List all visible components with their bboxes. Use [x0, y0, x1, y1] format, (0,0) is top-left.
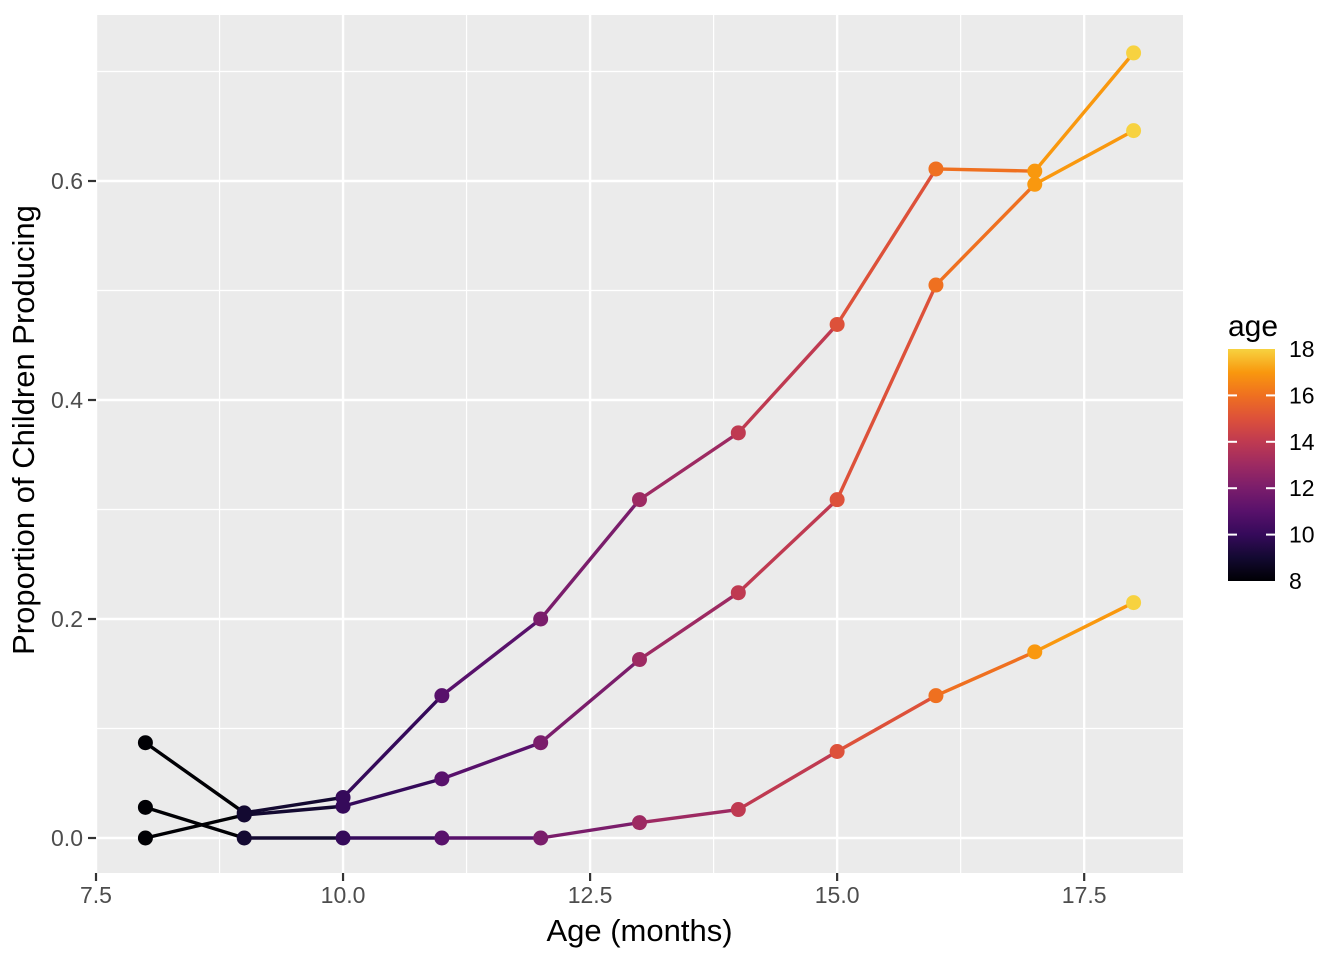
data-point-line-mid: [335, 798, 351, 814]
data-point-line-high: [1126, 45, 1142, 61]
series-segment-line-mid: [934, 183, 1036, 287]
series-segment-line-low: [144, 805, 245, 840]
data-point-line-low: [928, 688, 944, 704]
series-segment-line-high: [144, 741, 246, 815]
series-segment-line-low: [836, 694, 937, 753]
data-point-line-mid: [533, 735, 549, 751]
legend-colorbar: [1228, 349, 1275, 581]
y-tick-label: 0.4: [51, 387, 83, 413]
legend-tick-label: 8: [1289, 568, 1302, 594]
data-point-line-high: [829, 316, 845, 332]
series-segment-line-high: [243, 795, 344, 815]
data-point-line-high: [730, 425, 746, 441]
data-point-line-high: [928, 161, 944, 177]
legend-title: age: [1228, 310, 1278, 343]
data-point-line-low: [1027, 644, 1043, 660]
data-point-line-high: [632, 492, 647, 508]
data-point-line-mid: [236, 807, 252, 823]
data-point-line-high: [137, 735, 153, 751]
data-point-line-mid: [632, 652, 647, 668]
y-tick-label: 0.0: [51, 825, 83, 851]
series-segment-line-high: [638, 431, 740, 502]
series-segment-line-mid: [342, 777, 443, 808]
series-segment-line-high: [539, 498, 641, 621]
y-tick-label: 0.2: [51, 606, 83, 632]
series-segment-line-mid: [244, 804, 344, 817]
data-point-line-low: [137, 799, 153, 815]
legend-tick-label: 14: [1289, 429, 1315, 455]
data-point-line-high: [1027, 163, 1043, 179]
series-segment-line-mid: [1033, 129, 1135, 186]
data-point-line-mid: [730, 585, 746, 601]
x-tick-label: 17.5: [1062, 882, 1107, 908]
series-segment-line-high: [440, 617, 542, 697]
series-segment-line-mid: [737, 498, 839, 594]
data-point-line-low: [1126, 595, 1142, 611]
x-axis-title: Age (months): [546, 913, 732, 948]
data-point-line-low: [632, 815, 647, 831]
y-axis-title: Proportion of Children Producing: [6, 205, 41, 655]
series-segment-line-high: [737, 323, 839, 434]
data-point-line-mid: [1126, 123, 1142, 139]
x-tick-label: 10.0: [321, 882, 366, 908]
series-segment-line-mid: [145, 813, 245, 840]
data-point-line-mid: [829, 492, 845, 508]
data-point-line-low: [533, 830, 549, 846]
series-segment-line-mid: [638, 591, 740, 661]
legend-tick-label: 18: [1289, 336, 1315, 362]
series-segment-line-mid: [835, 284, 938, 501]
plot-panel: [96, 15, 1183, 873]
series-segment-line-mid: [539, 658, 641, 745]
data-point-line-mid: [434, 771, 450, 787]
data-point-line-high: [533, 611, 549, 627]
series-segment-line-low: [935, 650, 1036, 698]
y-tick-label: 0.6: [51, 168, 83, 194]
series-segment-line-low: [737, 750, 838, 811]
legend-tick-label: 12: [1289, 475, 1315, 501]
x-tick-label: 12.5: [568, 882, 613, 908]
x-tick-label: 15.0: [815, 882, 860, 908]
data-point-line-mid: [928, 277, 944, 293]
data-point-line-low: [236, 830, 252, 846]
x-tick-label: 7.5: [80, 882, 112, 908]
legend-tick-label: 16: [1289, 382, 1315, 408]
series-segment-line-low: [540, 820, 640, 840]
data-point-line-low: [335, 830, 351, 846]
data-point-line-mid: [137, 830, 153, 846]
data-point-line-high: [434, 688, 450, 704]
series-segment-line-mid: [441, 741, 542, 781]
series-segment-line-high: [1033, 51, 1135, 173]
data-point-line-low: [829, 743, 845, 759]
series-segment-line-high: [341, 694, 444, 799]
data-point-line-mid: [1027, 176, 1043, 192]
data-point-line-low: [730, 802, 746, 818]
series-segment-line-high: [835, 168, 938, 326]
data-point-line-low: [434, 830, 450, 846]
series-segment-line-low: [1034, 601, 1135, 654]
legend-tick-label: 10: [1289, 522, 1315, 548]
series-segment-line-high: [935, 167, 1035, 173]
series-segment-line-low: [639, 807, 739, 825]
